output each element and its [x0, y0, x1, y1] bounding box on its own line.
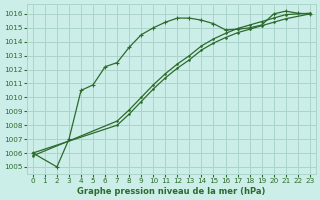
X-axis label: Graphe pression niveau de la mer (hPa): Graphe pression niveau de la mer (hPa) [77, 187, 266, 196]
